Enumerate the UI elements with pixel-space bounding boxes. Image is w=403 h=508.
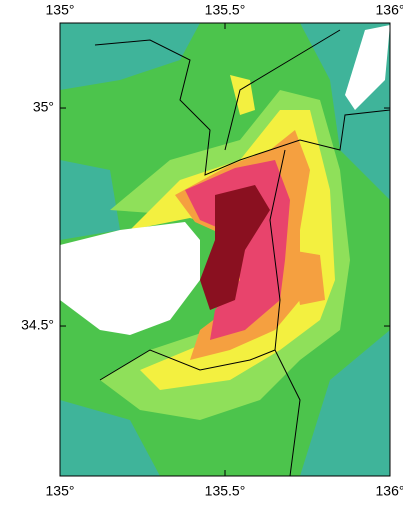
low-zone [60,23,200,90]
x-tick-label: 135° [46,2,75,18]
sea [60,222,200,335]
x-tick-label: 135.5° [205,2,246,18]
hazard-map [60,23,390,476]
x-tick-label: 135° [46,483,75,499]
low-zone [300,330,390,476]
low-zone [60,400,160,476]
lake [345,25,390,110]
prefecture-borders [94,29,390,476]
peak-zone [200,185,270,310]
y-tick-label: 35° [33,99,54,115]
x-tick-label: 136° [376,2,403,18]
higher-zone [290,250,325,305]
x-tick-label: 135.5° [205,483,246,499]
x-tick-label: 136° [376,483,403,499]
y-tick-label: 34.5° [21,317,54,333]
low-zone [60,160,120,240]
